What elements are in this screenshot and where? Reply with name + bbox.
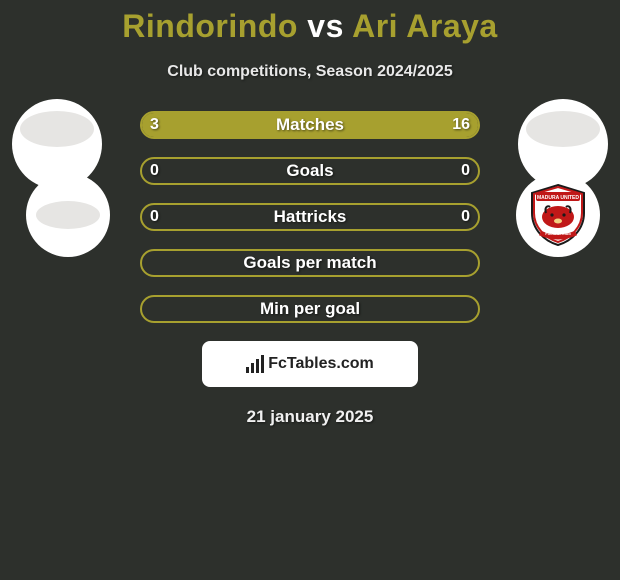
club-crest-icon: MADURA UNITED Football Club — [526, 183, 590, 247]
bar-label: Matches — [140, 111, 480, 139]
club-placeholder-icon — [36, 201, 100, 229]
bar-value-left: 0 — [150, 203, 159, 231]
bar-value-right: 0 — [461, 157, 470, 185]
stat-bar: Goals per match — [140, 249, 480, 277]
stat-bar: Hattricks0 0 — [140, 203, 480, 231]
date-text: 21 january 2025 — [0, 407, 620, 427]
watermark: FcTables.com — [202, 341, 418, 387]
page-title: Rindorindo vs Ari Araya — [0, 0, 620, 45]
club-name-text: MADURA UNITED — [537, 195, 579, 201]
avatar-placeholder-icon — [20, 111, 94, 147]
title-vs: vs — [307, 8, 344, 44]
title-player1: Rindorindo — [122, 8, 298, 44]
bar-value-right: 16 — [452, 111, 470, 139]
player1-club-badge — [26, 173, 110, 257]
title-player2: Ari Araya — [352, 8, 498, 44]
bar-label: Min per goal — [140, 295, 480, 323]
stat-bar: Min per goal — [140, 295, 480, 323]
watermark-chart-icon — [246, 355, 264, 373]
stat-bar: Goals0 0 — [140, 157, 480, 185]
svg-text:Football Club: Football Club — [545, 231, 571, 236]
subtitle: Club competitions, Season 2024/2025 — [0, 63, 620, 81]
bar-value-left: 0 — [150, 157, 159, 185]
watermark-text: FcTables.com — [268, 341, 374, 387]
bar-value-left: 3 — [150, 111, 159, 139]
bar-label: Hattricks — [140, 203, 480, 231]
bar-label: Goals — [140, 157, 480, 185]
player2-club-badge: MADURA UNITED Football Club — [516, 173, 600, 257]
comparison-bars: Matches316Goals00Hattricks00Goals per ma… — [140, 111, 480, 323]
bar-value-right: 0 — [461, 203, 470, 231]
avatar-placeholder-icon — [526, 111, 600, 147]
stat-bar: Matches3 16 — [140, 111, 480, 139]
bar-label: Goals per match — [140, 249, 480, 277]
stats-area: MADURA UNITED Football Club Matches3 16 Go… — [0, 111, 620, 427]
